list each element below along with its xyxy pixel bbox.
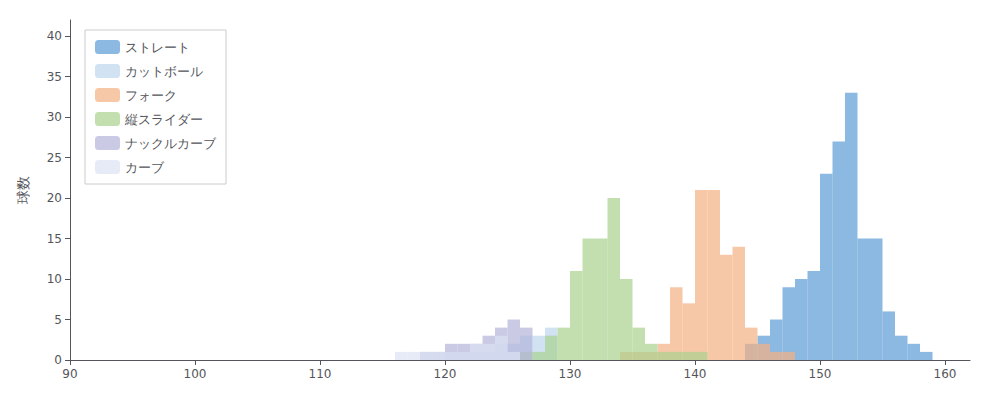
svg-text:球数: 球数 [15,176,31,204]
svg-text:10: 10 [47,272,62,286]
svg-text:15: 15 [47,232,62,246]
svg-text:カットボール: カットボール [125,64,203,79]
svg-text:140: 140 [684,367,707,381]
svg-text:25: 25 [47,151,62,165]
svg-text:縦スライダー: 縦スライダー [124,112,203,127]
svg-text:160: 160 [934,367,957,381]
svg-text:110: 110 [309,367,332,381]
svg-text:30: 30 [47,110,62,124]
svg-text:カーブ: カーブ [125,160,165,175]
svg-text:130: 130 [559,367,582,381]
svg-text:120: 120 [434,367,457,381]
svg-text:90: 90 [62,367,77,381]
svg-text:フォーク: フォーク [125,88,177,103]
svg-text:ナックルカーブ: ナックルカーブ [125,136,217,151]
svg-text:150: 150 [809,367,832,381]
svg-text:5: 5 [54,313,62,327]
svg-text:40: 40 [47,29,62,43]
svg-text:0: 0 [54,353,62,367]
svg-text:35: 35 [47,70,62,84]
svg-text:20: 20 [47,191,62,205]
svg-text:100: 100 [184,367,207,381]
svg-text:ストレート: ストレート [125,40,190,55]
